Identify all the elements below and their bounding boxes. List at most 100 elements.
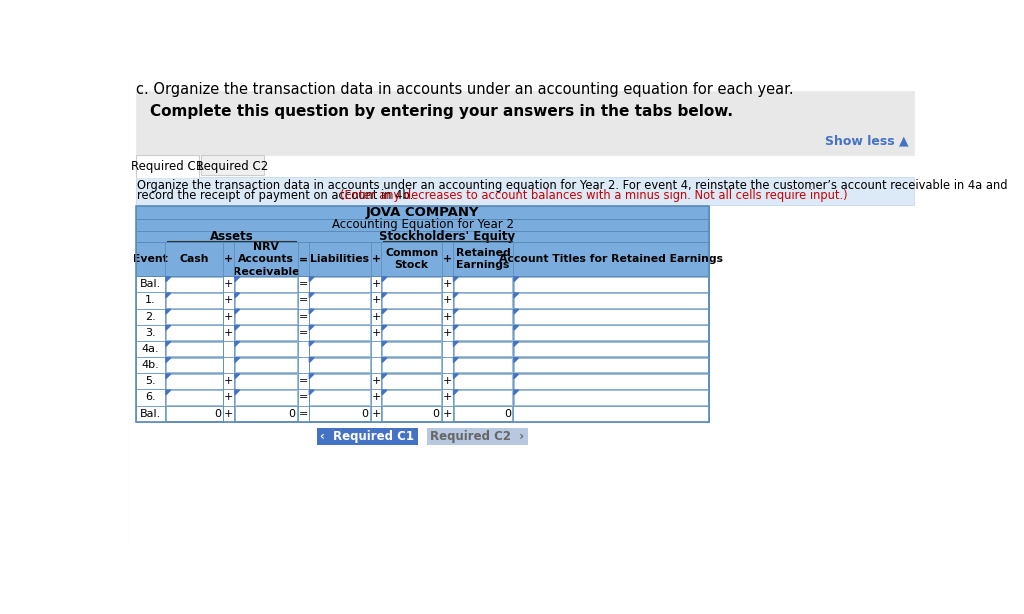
Text: +: +: [372, 376, 381, 386]
Bar: [136, 155, 200, 177]
Polygon shape: [514, 309, 518, 314]
Text: +: +: [442, 328, 452, 338]
Bar: [454, 277, 512, 292]
Bar: [454, 406, 512, 421]
Text: +: +: [372, 328, 381, 338]
Bar: [514, 309, 709, 324]
Text: +: +: [224, 409, 233, 419]
Bar: [234, 390, 297, 405]
Text: NRV
Accounts
Receivable: NRV Accounts Receivable: [232, 242, 299, 277]
Bar: [166, 293, 222, 308]
Polygon shape: [309, 390, 314, 395]
Text: Cash: Cash: [179, 254, 209, 264]
Text: +: +: [224, 312, 233, 322]
Text: 2.: 2.: [145, 312, 156, 322]
Bar: [234, 358, 297, 373]
Polygon shape: [234, 293, 240, 298]
Text: 0: 0: [432, 409, 439, 419]
Text: JOVA COMPANY: JOVA COMPANY: [366, 206, 479, 219]
Polygon shape: [454, 358, 458, 362]
Polygon shape: [234, 325, 240, 330]
Text: 4b.: 4b.: [141, 360, 160, 370]
Text: +: +: [442, 409, 452, 419]
Bar: [309, 277, 370, 292]
Bar: [234, 277, 297, 292]
Bar: [309, 309, 370, 324]
Polygon shape: [309, 277, 314, 282]
Text: =: =: [298, 312, 308, 322]
Polygon shape: [514, 293, 518, 298]
Bar: [309, 374, 370, 389]
Bar: [309, 341, 370, 356]
Text: =: =: [298, 409, 308, 419]
Text: Liabilities: Liabilities: [310, 254, 369, 264]
Bar: [166, 277, 222, 292]
Text: +: +: [442, 279, 452, 289]
Bar: [136, 389, 710, 406]
Polygon shape: [309, 374, 314, 379]
Polygon shape: [309, 293, 314, 298]
Text: +: +: [442, 312, 452, 322]
Text: Accounting Equation for Year 2: Accounting Equation for Year 2: [332, 219, 513, 231]
Polygon shape: [166, 341, 171, 346]
Text: +: +: [224, 376, 233, 386]
Polygon shape: [514, 358, 518, 362]
Text: Bal.: Bal.: [140, 409, 161, 419]
Polygon shape: [382, 358, 387, 362]
Polygon shape: [382, 374, 387, 379]
Bar: [136, 406, 710, 422]
Bar: [514, 390, 709, 405]
Bar: [136, 308, 710, 325]
Bar: [234, 406, 297, 421]
Polygon shape: [382, 325, 387, 330]
Bar: [234, 374, 297, 389]
Text: Required C2  ›: Required C2 ›: [430, 430, 524, 443]
Bar: [382, 406, 441, 421]
Text: c. Organize the transaction data in accounts under an accounting equation for ea: c. Organize the transaction data in acco…: [136, 82, 794, 97]
Polygon shape: [309, 325, 314, 330]
Text: =: =: [298, 392, 308, 402]
Bar: [317, 428, 418, 445]
Bar: [382, 358, 441, 373]
Polygon shape: [166, 390, 171, 395]
Text: 0: 0: [214, 409, 221, 419]
Text: +: +: [442, 392, 452, 402]
Bar: [166, 358, 222, 373]
Polygon shape: [454, 325, 458, 330]
Bar: [166, 390, 222, 405]
Bar: [309, 325, 370, 340]
Text: Required C2: Required C2: [197, 160, 268, 173]
Bar: [309, 406, 370, 421]
Bar: [234, 341, 297, 356]
Bar: [382, 341, 441, 356]
Polygon shape: [514, 325, 518, 330]
Polygon shape: [234, 341, 240, 346]
Text: =: =: [298, 279, 308, 289]
Bar: [309, 390, 370, 405]
Polygon shape: [382, 309, 387, 314]
Polygon shape: [234, 374, 240, 379]
Bar: [166, 341, 222, 356]
Polygon shape: [454, 293, 458, 298]
Text: +: +: [442, 295, 452, 305]
Polygon shape: [454, 374, 458, 379]
Text: ‹  Required C1: ‹ Required C1: [321, 430, 415, 443]
Text: +: +: [372, 295, 381, 305]
Bar: [234, 325, 297, 340]
Text: 0: 0: [289, 409, 295, 419]
Polygon shape: [234, 277, 240, 282]
Polygon shape: [382, 390, 387, 395]
Bar: [454, 341, 512, 356]
Bar: [514, 325, 709, 340]
Bar: [382, 390, 441, 405]
Text: =: =: [298, 328, 308, 338]
Bar: [136, 176, 199, 177]
Bar: [382, 325, 441, 340]
Bar: [382, 293, 441, 308]
Text: +: +: [442, 254, 452, 264]
Polygon shape: [234, 309, 240, 314]
Bar: [382, 277, 441, 292]
Text: +: +: [224, 392, 233, 402]
Bar: [136, 373, 710, 389]
Bar: [514, 358, 709, 373]
